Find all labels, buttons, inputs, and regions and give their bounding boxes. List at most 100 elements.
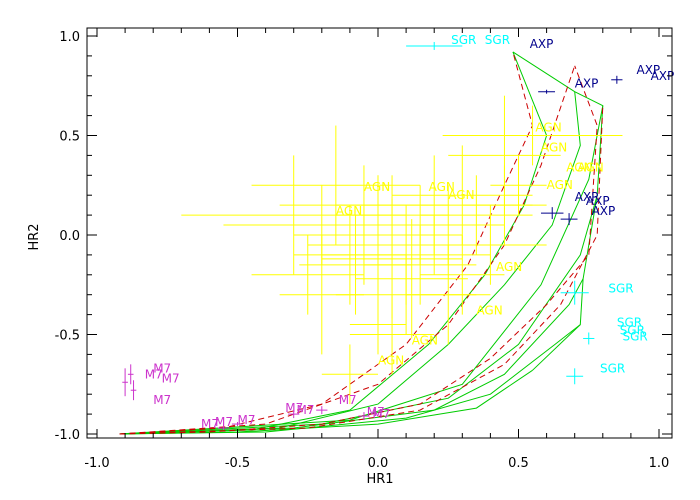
axp-label-2: AXP <box>637 63 661 77</box>
y-tick-label-0: -1.0 <box>55 428 80 443</box>
x-axis-label: HR1 <box>366 472 393 487</box>
agn-point-30 <box>299 215 412 315</box>
model-curve-7 <box>512 51 604 371</box>
x-tick-label-1: -0.5 <box>225 456 250 471</box>
model-curve-1 <box>119 324 581 435</box>
y-axis-ticks: -1.0 -0.5 0.0 0.5 1.0 <box>55 30 672 443</box>
m7-point-0 <box>122 368 128 397</box>
data-points <box>122 41 623 431</box>
axp-point-0 <box>538 89 556 94</box>
model-curve-9 <box>119 51 534 435</box>
m7-label-9: M7 <box>339 393 357 407</box>
agn-label-7: AGN <box>336 204 362 218</box>
axp-label-6: AXP <box>592 204 616 218</box>
sgr-point-3 <box>566 368 584 385</box>
m7-point-4 <box>231 422 244 427</box>
agn-label-6: AGN <box>429 180 455 194</box>
axp-label-3: AXP <box>651 69 675 83</box>
axp-label-5: AXP <box>586 194 610 208</box>
m7-label-5: M7 <box>215 415 233 429</box>
axp-label-4: AXP <box>575 190 599 204</box>
agn-label-3: AGN <box>578 160 604 174</box>
agn-point-27 <box>279 165 449 245</box>
sgr-label-6: SGR <box>600 361 625 375</box>
agn-label-11: AGN <box>412 333 438 347</box>
sgr-label-4: SGR <box>620 324 645 338</box>
sgr-label-0: SGR <box>451 33 476 47</box>
x-axis-ticks: -1.0 -0.5 0.0 0.5 1.0 <box>84 28 669 471</box>
agn-point-17 <box>490 155 547 216</box>
y-axis-label: HR2 <box>27 223 42 250</box>
m7-point-7 <box>358 412 370 421</box>
model-curve-3 <box>119 195 598 435</box>
x-tick-label-0: -1.0 <box>84 456 109 471</box>
plot-frame <box>86 27 673 439</box>
agn-point-22 <box>349 294 407 355</box>
agn-label-0: AGN <box>535 121 561 135</box>
sgr-point-2 <box>583 332 595 345</box>
agn-label-4: AGN <box>547 178 573 192</box>
m7-point-6 <box>316 406 328 415</box>
agn-point-25 <box>349 185 491 265</box>
model-curve-10 <box>119 65 576 435</box>
agn-label-8: AGN <box>448 188 474 202</box>
agn-point-12 <box>251 235 364 315</box>
m7-label-7: M7 <box>285 401 303 415</box>
agn-point-26 <box>392 145 533 245</box>
m7-label-6: M7 <box>238 413 256 427</box>
agn-point-31 <box>335 175 449 255</box>
model-curve-5 <box>119 91 581 435</box>
agn-point-29 <box>406 244 491 345</box>
agn-point-28 <box>355 219 468 339</box>
agn-point-18 <box>442 105 623 166</box>
x-tick-label-4: 1.0 <box>649 456 670 471</box>
m7-label-8: M7 <box>297 403 315 417</box>
sgr-label-1: SGR <box>485 33 510 47</box>
m7-label-4: M7 <box>201 417 219 431</box>
agn-label-1: AGN <box>541 140 567 154</box>
agn-point-13 <box>251 125 421 245</box>
x-tick-label-2: 0.0 <box>368 456 389 471</box>
m7-label-10: M7 <box>367 405 385 419</box>
y-tick-label-2: 0.0 <box>59 229 80 244</box>
model-curve-8 <box>119 65 598 435</box>
agn-label-12: AGN <box>378 353 404 367</box>
axp-point-3 <box>540 207 564 220</box>
agn-point-20 <box>434 205 547 285</box>
sgr-label-3: SGR <box>617 316 642 330</box>
agn-label-10: AGN <box>476 304 502 318</box>
agn-label-9: AGN <box>496 260 522 274</box>
m7-label-0: M7 <box>153 361 171 375</box>
y-tick-label-3: 0.5 <box>59 130 80 145</box>
x-tick-label-3: 0.5 <box>508 456 529 471</box>
model-curve-4 <box>119 105 604 435</box>
y-tick-label-1: -0.5 <box>55 329 80 344</box>
agn-label-5: AGN <box>364 180 390 194</box>
m7-point-2 <box>130 380 137 401</box>
agn-label-2: AGN <box>566 160 592 174</box>
m7-point-5 <box>288 410 300 419</box>
agn-point-24 <box>321 344 378 405</box>
sgr-point-0 <box>406 41 463 50</box>
axp-point-1 <box>611 75 623 84</box>
sgr-label-5: SGR <box>623 330 648 344</box>
axp-label-0: AXP <box>530 37 554 51</box>
model-curve-0 <box>119 369 533 435</box>
agn-point-7 <box>293 205 407 305</box>
y-tick-label-4: 1.0 <box>59 30 80 45</box>
m7-point-3 <box>217 426 230 431</box>
m7-label-3: M7 <box>153 393 171 407</box>
m7-point-1 <box>127 364 134 385</box>
m7-label-2: M7 <box>162 371 180 385</box>
sgr-label-2: SGR <box>608 282 633 296</box>
axp-label-1: AXP <box>575 77 599 91</box>
m7-label-11: M7 <box>372 407 390 421</box>
model-curves <box>119 51 604 435</box>
model-curve-6 <box>119 51 548 435</box>
agn-point-23 <box>349 294 435 375</box>
axp-point-2 <box>560 213 578 226</box>
sgr-point-1 <box>560 280 589 305</box>
m7-label-1: M7 <box>145 367 163 381</box>
